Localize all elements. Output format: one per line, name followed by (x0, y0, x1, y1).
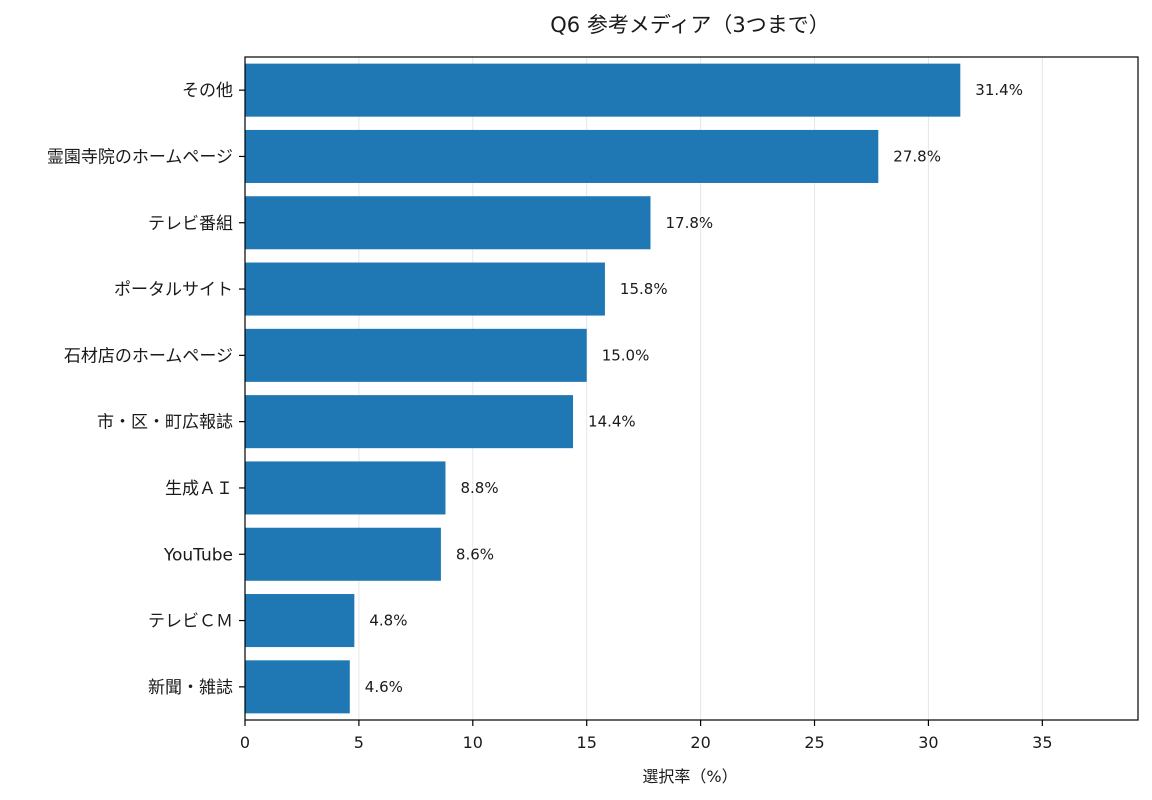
value-labels: 31.4% 27.8% 17.8% 15.8% 15.0% 14.4% 8.8% 8.6% 4.… (365, 81, 1023, 696)
y-axis-categories: その他霊園寺院のホームページテレビ番組ポータルサイト石材店のホームページ市・区・… (47, 81, 245, 698)
category-label: ポータルサイト (114, 280, 233, 300)
bars (245, 63, 961, 714)
category-label: 市・区・町広報誌 (97, 413, 233, 433)
bar (245, 395, 574, 449)
value-label: 27.8% (893, 147, 941, 165)
value-label: 8.6% (456, 545, 494, 563)
value-label: 4.6% (365, 678, 403, 696)
bar (245, 461, 446, 515)
x-tick-label: 15 (577, 733, 597, 752)
value-label: 4.8% (369, 612, 407, 630)
x-tick-label: 25 (804, 733, 824, 752)
bar (245, 129, 879, 183)
category-label: 新聞・雑誌 (148, 678, 233, 698)
bar (245, 594, 355, 648)
x-tick-label: 35 (1032, 733, 1052, 752)
value-label: 31.4% (975, 81, 1023, 99)
bar (245, 262, 605, 316)
category-label: 霊園寺院のホームページ (47, 147, 233, 167)
category-label: その他 (182, 81, 233, 101)
x-tick-label: 20 (690, 733, 710, 752)
category-label: テレビ番組 (148, 214, 233, 234)
plot-frame (244, 56, 1139, 721)
bar (245, 660, 350, 714)
x-tick-label: 30 (918, 733, 938, 752)
category-label: 生成ＡＩ (165, 479, 233, 499)
x-axis-label: 選択率（%） (642, 767, 737, 786)
value-label: 14.4% (588, 413, 636, 431)
value-label: 17.8% (665, 214, 713, 232)
chart-title: Q6 参考メディア（3つまで） (550, 13, 829, 37)
bar (245, 63, 961, 117)
bar (245, 328, 587, 382)
value-label: 8.8% (460, 479, 498, 497)
category-label: 石材店のホームページ (64, 346, 233, 366)
x-tick-label: 10 (463, 733, 483, 752)
bar (245, 527, 441, 581)
value-label: 15.8% (620, 280, 668, 298)
value-label: 15.0% (602, 346, 650, 364)
x-tick-label: 5 (354, 733, 364, 752)
category-label: YouTube (163, 545, 233, 565)
x-axis-ticks: 0 5 10 15 20 25 30 35 (240, 720, 1053, 752)
x-tick-label: 0 (240, 733, 250, 752)
category-label: テレビＣＭ (148, 612, 233, 632)
bar (245, 196, 651, 250)
